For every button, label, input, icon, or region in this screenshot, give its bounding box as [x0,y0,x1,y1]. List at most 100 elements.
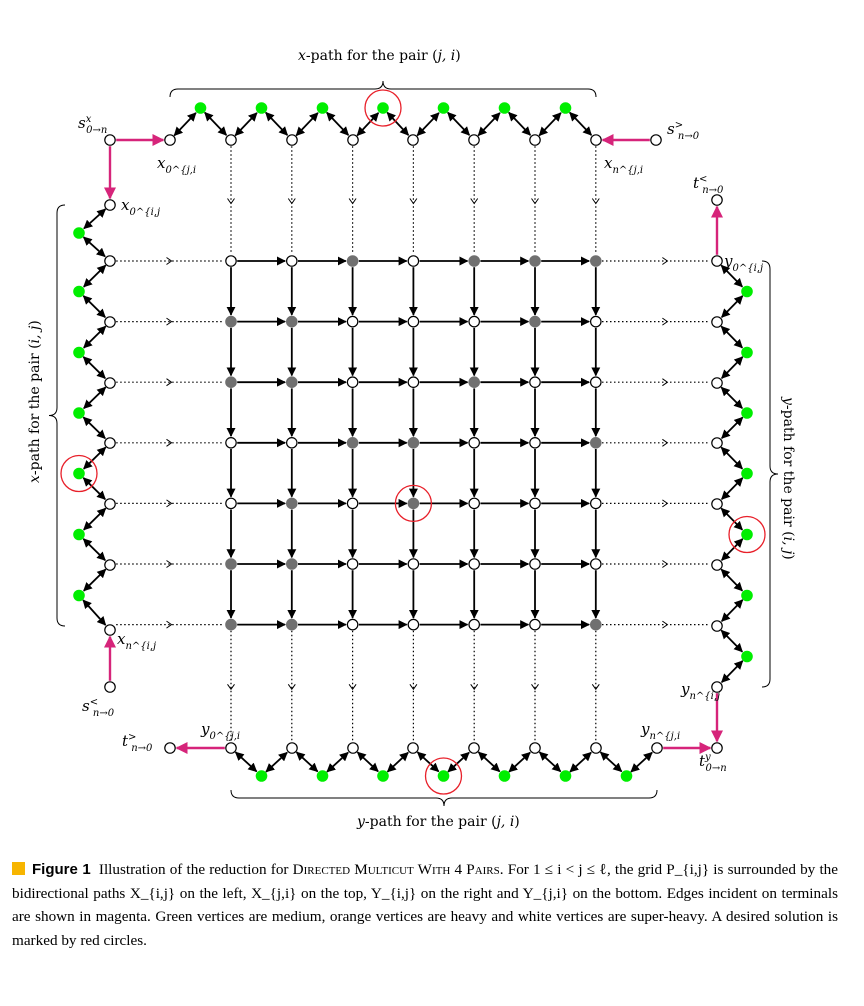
super-heavy-vertex [407,134,419,146]
path-edge-bidirectional [82,295,106,318]
grid-vertex [225,436,237,449]
path-edge-bidirectional [82,599,107,626]
super-heavy-vertex [529,742,541,754]
path-edge-bidirectional [508,751,531,773]
medium-vertex [194,102,207,114]
terminal-vertex [104,134,116,146]
label-s-x: sx 0→n [78,114,107,136]
super-heavy-vertex [347,134,359,146]
medium-vertex [255,102,268,114]
super-heavy-vertex [468,742,480,754]
grid-vertex [468,315,480,328]
medium-vertex [559,770,572,782]
path-edge-bidirectional [447,751,470,773]
super-heavy-vertex [711,681,723,693]
dotted-arrowhead [662,257,669,265]
caption-bullet-icon [12,862,25,875]
path-edge-bidirectional [720,568,743,592]
grid-vertex [589,315,602,328]
path-edge-bidirectional [82,477,106,500]
terminal-vertex [711,194,723,206]
bottom-brace [230,789,658,807]
path-edge-bidirectional [599,751,623,773]
path-edge-bidirectional [386,751,409,773]
grid-vertex [407,255,420,267]
path-edge-bidirectional [83,568,107,592]
grid-vertex [468,497,480,510]
solution-circles [60,89,766,795]
path-edge-bidirectional [721,599,744,622]
dotted-arrowhead [166,378,173,387]
super-heavy-vertex [711,620,723,632]
grid-vertex [589,436,602,449]
path-edge-bidirectional [356,751,379,773]
medium-vertex [73,589,85,602]
dotted-arrowhead [409,198,418,205]
path-edge-bidirectional [721,538,744,561]
super-heavy-vertex [711,377,723,389]
grid-vertex [285,255,298,267]
grid-vertex [529,255,541,267]
super-heavy-vertex [164,134,176,146]
path-edge-bidirectional [538,751,562,773]
super-heavy-vertex [225,742,237,754]
dotted-arrowhead [166,499,173,508]
dotted-arrowhead [531,684,539,691]
grid-vertex [285,497,298,510]
dotted-connections [116,146,710,741]
super-heavy-vertex [104,624,116,636]
label-y0-ij: y0^{i,j [723,252,763,274]
grid-vertex [529,376,541,388]
path-edge-bidirectional [416,112,440,137]
dotted-arrowhead [348,684,357,691]
path-edge-bidirectional [721,356,744,379]
path-edge-bidirectional [721,295,744,318]
grid-vertex [407,497,420,510]
grid-vertex [285,436,298,449]
right-brace [761,260,779,688]
grid-edges [226,256,601,630]
super-heavy-vertex [104,377,116,389]
grid-vertex [346,376,359,388]
vertices [73,102,753,782]
left-brace [48,204,66,627]
grid-vertex [225,315,237,328]
terminal-edges [104,134,723,754]
path-edge-bidirectional [508,111,532,136]
dotted-arrowhead [662,378,669,387]
super-heavy-vertex [347,742,359,754]
dotted-arrowhead [348,198,357,205]
grid-vertex [529,497,541,510]
grid-vertex [346,436,359,449]
path-edge-bidirectional [569,751,592,773]
medium-vertex [73,467,85,480]
solution-circle [364,89,402,127]
label-xn-ji: xn^{j,i [604,154,643,176]
medium-vertex [255,770,268,782]
path-edge-bidirectional [295,112,319,137]
super-heavy-vertex [286,742,298,754]
grid-vertex [468,255,480,267]
super-heavy-vertex [711,316,723,328]
caption-problem-name: Directed Multicut With 4 Pairs [292,861,500,878]
path-edge-bidirectional [569,111,593,136]
top-path-title: x-path for the pair (j, i) [298,48,461,64]
path-edge-bidirectional [720,507,743,531]
grid-vertex [529,315,541,328]
medium-vertex [73,528,85,541]
super-heavy-vertex [711,498,723,510]
path-edge-bidirectional [265,751,288,773]
path-edge-bidirectional [721,416,744,439]
medium-vertex [620,770,633,782]
label-t-gt: t> n→0 [122,732,153,754]
grid-vertex [346,618,359,631]
path-edge-bidirectional [721,477,744,500]
super-heavy-vertex [104,437,116,449]
grid-vertex [468,436,480,449]
grid-vertex [589,558,602,570]
grid-vertex [346,315,359,328]
medium-vertex [741,285,753,298]
grid-vertex [468,376,480,388]
super-heavy-vertex [590,742,602,754]
grid-vertex [225,558,237,570]
